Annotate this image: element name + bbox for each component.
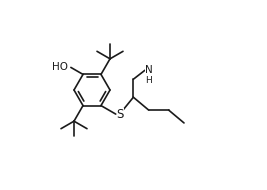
Text: H: H (146, 76, 152, 85)
Text: S: S (117, 108, 124, 121)
Text: HO: HO (52, 62, 68, 72)
Text: N: N (145, 65, 153, 75)
